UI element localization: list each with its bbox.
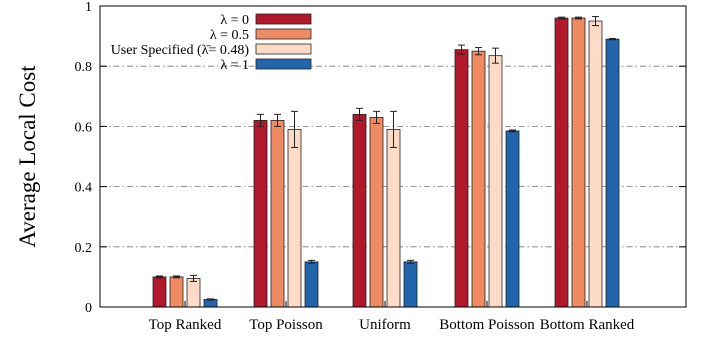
plot-frame <box>99 5 687 308</box>
x-category-label: Bottom Poisson <box>439 317 535 333</box>
legend-label: User Specified (λ̄= 0.48) <box>111 43 250 58</box>
bar <box>471 50 486 308</box>
bar <box>169 276 184 308</box>
legend-label: λ = 0.5 <box>210 28 249 43</box>
legend-swatch <box>255 13 312 25</box>
y-tick-label: 0.4 <box>75 181 93 196</box>
y-tick-label: 0.2 <box>75 241 93 256</box>
legend-swatch <box>255 28 312 40</box>
bar <box>454 49 469 308</box>
bar <box>505 130 520 308</box>
bar <box>403 261 418 308</box>
y-tick-label: 1 <box>85 0 92 15</box>
bar <box>304 261 319 308</box>
bar <box>369 116 384 308</box>
x-category-label: Uniform <box>359 317 411 333</box>
legend-swatch <box>255 58 312 70</box>
tick-layer <box>100 5 686 308</box>
y-tick-label: 0 <box>85 301 92 316</box>
bar <box>386 129 401 308</box>
y-axis-title: Average Local Cost <box>15 65 40 248</box>
x-category-label: Top Ranked <box>149 317 222 333</box>
bar <box>253 119 268 308</box>
x-category-label: Bottom Ranked <box>540 317 635 333</box>
bar <box>152 276 167 308</box>
bar <box>488 55 503 308</box>
legend-label: λ = 1 <box>220 58 249 73</box>
legend-label: λ = 0 <box>220 13 249 28</box>
bar <box>588 20 603 308</box>
y-tick-label: 0.6 <box>75 120 93 135</box>
bar <box>605 38 620 308</box>
x-category-label: Top Poisson <box>249 317 323 333</box>
bar <box>287 129 302 308</box>
bar <box>186 278 201 308</box>
bar <box>352 113 367 308</box>
label-layer: 0 0.2 0.4 0.6 0.8 1 Top Ranked Top Poisson Unifo… <box>75 0 635 333</box>
bar <box>554 17 569 308</box>
legend-swatch <box>255 43 312 55</box>
y-tick-label: 0.8 <box>75 60 93 75</box>
bar <box>571 17 586 308</box>
bar <box>270 119 285 308</box>
bar <box>203 299 218 308</box>
